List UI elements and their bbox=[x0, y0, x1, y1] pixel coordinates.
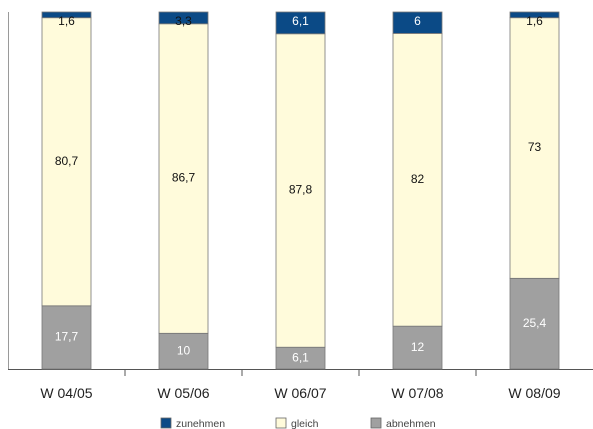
bar-segment-zunehmen-w-08-09 bbox=[509, 11, 560, 19]
x-tick-label-w-05-06: W 05/06 bbox=[157, 385, 209, 401]
legend-label-abnehmen: abnehmen bbox=[386, 418, 436, 429]
data-label-gleich-w-07-08: 82 bbox=[411, 172, 425, 186]
data-label-abnehmen-w-05-06: 10 bbox=[177, 343, 191, 357]
data-label-gleich-w-06-07: 87,8 bbox=[289, 183, 313, 197]
data-label-zunehmen-w-08-09: 1,6 bbox=[526, 14, 543, 28]
x-tick-label-w-08-09: W 08/09 bbox=[508, 385, 560, 401]
plot-frame bbox=[8, 12, 593, 370]
x-tick-label-w-07-08: W 07/08 bbox=[391, 385, 443, 401]
legend: zunehmen gleich abnehmen bbox=[160, 417, 436, 429]
data-label-gleich-w-08-09: 73 bbox=[528, 140, 542, 154]
bar-segment-gleich-w-05-06 bbox=[158, 23, 209, 334]
bars: 17,7 80,7 1,6 10 86,7 3,3 6,1 87,8 6,1 12 82 6 25,4 7… bbox=[41, 11, 560, 370]
legend-swatch-gleich bbox=[275, 417, 287, 429]
legend-swatch-abnehmen bbox=[370, 417, 382, 429]
bar-segment-gleich-w-08-09 bbox=[509, 17, 560, 279]
data-label-abnehmen-w-07-08: 12 bbox=[411, 340, 425, 354]
data-label-zunehmen-w-07-08: 6 bbox=[414, 14, 421, 28]
x-tick-label-w-06-07: W 06/07 bbox=[274, 385, 326, 401]
x-tick-label-w-04-05: W 04/05 bbox=[40, 385, 92, 401]
bar-segment-zunehmen-w-04-05 bbox=[41, 11, 92, 19]
bar-segment-zunehmen-w-06-07 bbox=[275, 11, 326, 35]
data-label-gleich-w-04-05: 80,7 bbox=[55, 154, 79, 168]
bar-segment-zunehmen-w-05-06 bbox=[158, 11, 209, 25]
data-label-zunehmen-w-06-07: 6,1 bbox=[292, 14, 309, 28]
legend-label-zunehmen: zunehmen bbox=[176, 418, 225, 429]
x-axis-labels: W 04/05 W 05/06 W 06/07 W 07/08 W 08/09 bbox=[40, 385, 560, 401]
bar-segment-abnehmen-w-08-09 bbox=[509, 277, 560, 370]
bar-segment-abnehmen-w-04-05 bbox=[41, 305, 92, 370]
bar-segment-zunehmen-w-07-08 bbox=[392, 11, 443, 34]
bar-segment-abnehmen-w-07-08 bbox=[392, 325, 443, 370]
bar-segment-abnehmen-w-05-06 bbox=[158, 332, 209, 370]
data-label-zunehmen-w-04-05: 1,6 bbox=[58, 14, 75, 28]
bar-segment-gleich-w-07-08 bbox=[392, 33, 443, 327]
data-label-abnehmen-w-08-09: 25,4 bbox=[523, 316, 547, 330]
data-label-abnehmen-w-04-05: 17,7 bbox=[55, 330, 79, 344]
data-label-gleich-w-05-06: 86,7 bbox=[172, 171, 196, 185]
x-axis-ticks bbox=[124, 369, 477, 376]
legend-swatch-zunehmen bbox=[160, 417, 172, 429]
legend-label-gleich: gleich bbox=[291, 418, 319, 429]
bar-segment-gleich-w-06-07 bbox=[275, 33, 326, 348]
data-label-abnehmen-w-06-07: 6,1 bbox=[292, 350, 309, 364]
data-label-zunehmen-w-05-06: 3,3 bbox=[175, 14, 192, 28]
